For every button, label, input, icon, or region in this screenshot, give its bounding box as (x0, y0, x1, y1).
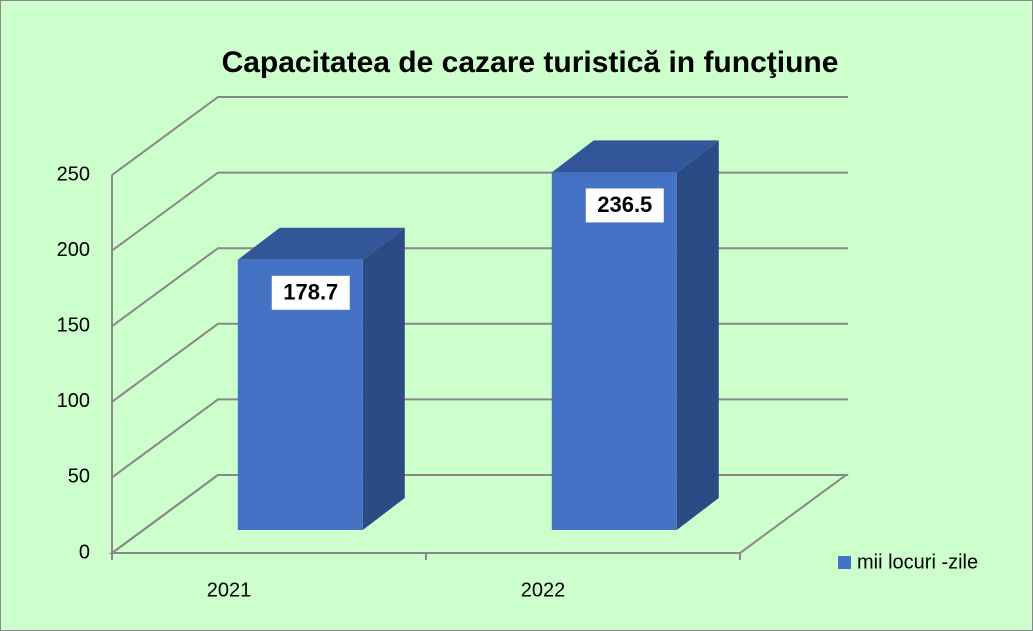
y-tick-label: 50 (68, 466, 90, 488)
grid-line (111, 96, 848, 176)
bar-side (362, 227, 405, 530)
y-tick-label: 250 (57, 163, 90, 185)
value-label: 236.5 (597, 192, 652, 217)
bar (237, 227, 405, 530)
x-tick-label: 2022 (521, 579, 566, 601)
y-tick-label: 200 (57, 239, 90, 261)
y-tick-label: 0 (79, 541, 90, 563)
chart-title: Capacitatea de cazare turistică in funcţ… (222, 46, 839, 79)
value-label-box (271, 275, 350, 310)
bar-top (551, 140, 719, 173)
legend-swatch (838, 556, 851, 569)
x-tick-label: 2021 (207, 579, 252, 601)
y-tick-label: 100 (57, 390, 90, 412)
bar-top (237, 227, 405, 260)
legend-label: mii locuri -zile (857, 551, 978, 573)
value-label-box (585, 188, 664, 223)
value-label: 178.7 (283, 280, 338, 305)
bar-side (676, 140, 719, 530)
y-tick-label: 150 (57, 314, 90, 336)
bar-front (551, 172, 677, 530)
bar (551, 140, 719, 530)
